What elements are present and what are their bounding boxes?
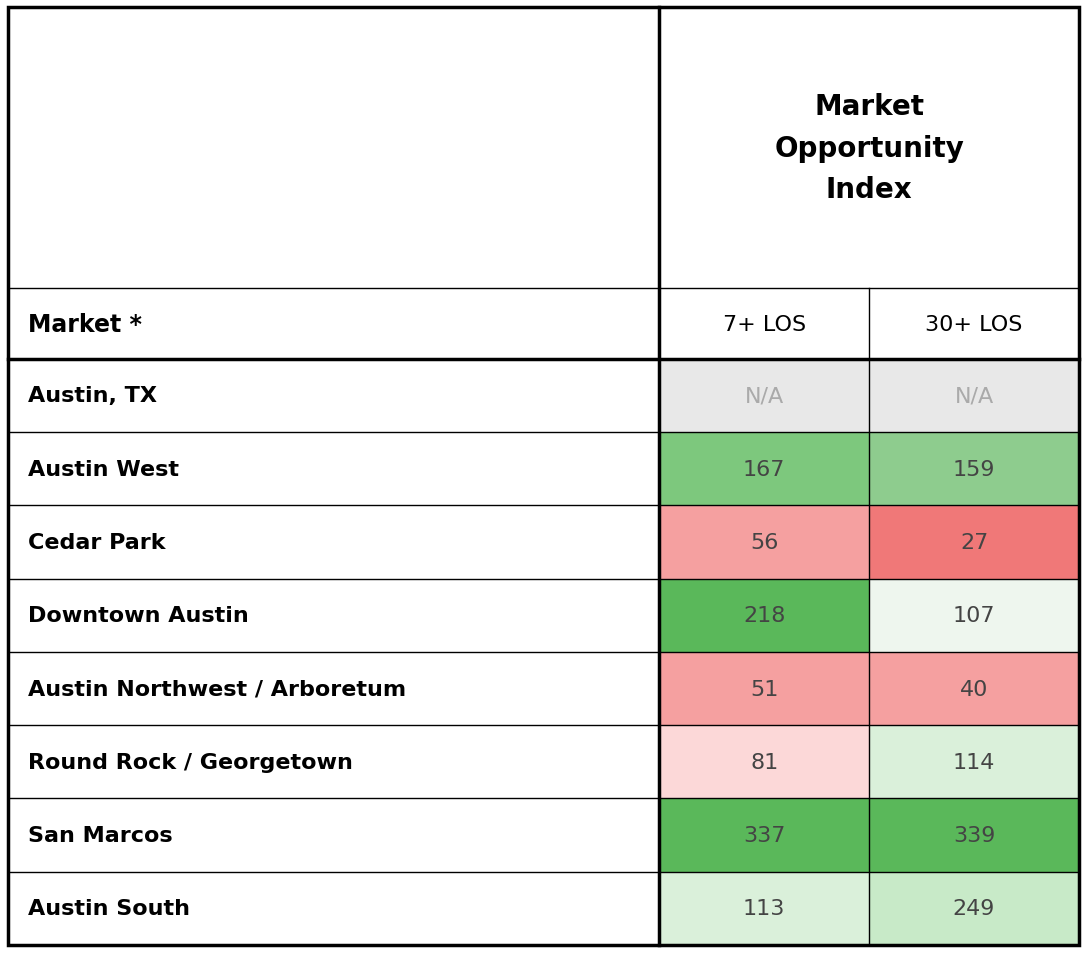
Text: 114: 114 (953, 752, 996, 772)
Text: 81: 81 (750, 752, 778, 772)
FancyBboxPatch shape (659, 872, 870, 945)
FancyBboxPatch shape (870, 359, 1079, 433)
FancyBboxPatch shape (659, 433, 870, 506)
Text: Austin, TX: Austin, TX (28, 386, 157, 406)
Text: 40: 40 (960, 679, 988, 699)
FancyBboxPatch shape (8, 433, 659, 506)
Text: 167: 167 (742, 459, 785, 479)
Text: 339: 339 (953, 825, 996, 845)
Text: Austin West: Austin West (28, 459, 179, 479)
Text: Market
Opportunity
Index: Market Opportunity Index (774, 93, 964, 204)
Text: Cedar Park: Cedar Park (28, 533, 165, 553)
FancyBboxPatch shape (870, 725, 1079, 799)
Text: 56: 56 (750, 533, 778, 553)
Text: N/A: N/A (954, 386, 994, 406)
FancyBboxPatch shape (8, 652, 659, 725)
FancyBboxPatch shape (659, 359, 870, 433)
FancyBboxPatch shape (870, 799, 1079, 872)
FancyBboxPatch shape (659, 799, 870, 872)
Text: N/A: N/A (745, 386, 784, 406)
Text: Market *: Market * (28, 313, 142, 336)
FancyBboxPatch shape (659, 506, 870, 579)
FancyBboxPatch shape (870, 579, 1079, 652)
FancyBboxPatch shape (659, 579, 870, 652)
Text: San Marcos: San Marcos (28, 825, 173, 845)
FancyBboxPatch shape (8, 289, 1079, 359)
Text: Austin Northwest / Arboretum: Austin Northwest / Arboretum (28, 679, 407, 699)
FancyBboxPatch shape (870, 872, 1079, 945)
Text: 113: 113 (742, 899, 785, 919)
Text: 27: 27 (960, 533, 988, 553)
Text: 7+ LOS: 7+ LOS (723, 314, 805, 335)
Text: 337: 337 (742, 825, 785, 845)
Text: Austin South: Austin South (28, 899, 190, 919)
Text: 107: 107 (953, 605, 996, 625)
Text: 249: 249 (953, 899, 996, 919)
FancyBboxPatch shape (8, 359, 659, 433)
Text: Round Rock / Georgetown: Round Rock / Georgetown (28, 752, 353, 772)
FancyBboxPatch shape (8, 799, 659, 872)
FancyBboxPatch shape (659, 652, 870, 725)
FancyBboxPatch shape (870, 433, 1079, 506)
FancyBboxPatch shape (659, 725, 870, 799)
Text: 159: 159 (953, 459, 996, 479)
Text: 51: 51 (750, 679, 778, 699)
FancyBboxPatch shape (8, 8, 1079, 289)
Text: Downtown Austin: Downtown Austin (28, 605, 249, 625)
FancyBboxPatch shape (8, 872, 659, 945)
Text: 30+ LOS: 30+ LOS (925, 314, 1023, 335)
FancyBboxPatch shape (8, 725, 659, 799)
FancyBboxPatch shape (8, 506, 659, 579)
Text: 218: 218 (742, 605, 785, 625)
FancyBboxPatch shape (8, 579, 659, 652)
FancyBboxPatch shape (870, 652, 1079, 725)
FancyBboxPatch shape (870, 506, 1079, 579)
